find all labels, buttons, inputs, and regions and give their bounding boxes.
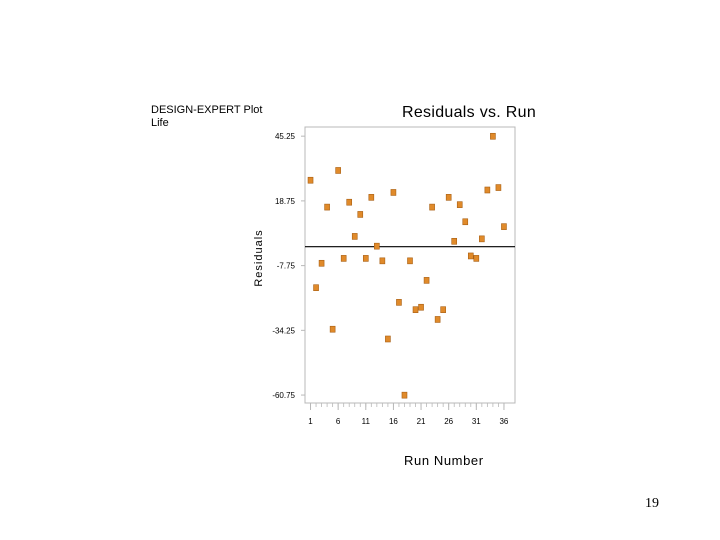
y-tick-label: 18.75 [275, 197, 296, 206]
data-point [456, 201, 463, 208]
data-point [401, 391, 408, 399]
page-number: 19 [645, 496, 659, 511]
x-tick-label: 26 [444, 417, 453, 426]
data-point [423, 277, 430, 284]
data-point [385, 335, 391, 343]
x-axis-label: Run Number [404, 453, 484, 468]
data-point [329, 325, 336, 333]
data-point [390, 189, 397, 196]
data-point [434, 316, 441, 323]
data-point [495, 184, 502, 191]
data-point [445, 194, 452, 201]
data-point [313, 284, 319, 292]
y-axis-label-group: Residuals [253, 229, 265, 286]
data-point [479, 235, 485, 243]
y-tick-label: -34.25 [272, 326, 295, 335]
data-point [362, 255, 369, 262]
x-tick-label: 16 [389, 417, 398, 426]
data-point [467, 252, 474, 260]
data-point [368, 194, 375, 201]
data-point [379, 257, 386, 265]
y-tick-label: -7.75 [277, 262, 296, 271]
x-tick-label: 6 [336, 417, 341, 426]
data-point [451, 237, 458, 245]
data-point [340, 255, 347, 262]
x-tick-label: 36 [499, 417, 508, 426]
y-axis-label-text: Residuals [253, 229, 265, 286]
data-point [396, 299, 402, 306]
y-axis-label: Residuals [253, 229, 265, 286]
data-point [324, 203, 330, 211]
data-point [357, 211, 364, 218]
data-point [374, 242, 380, 250]
x-tick-label: 1 [308, 417, 313, 426]
data-point [501, 223, 507, 230]
x-tick-label: 31 [472, 417, 481, 426]
data-point [484, 186, 491, 194]
plot-header-line1: DESIGN-EXPERT Plot [151, 104, 263, 116]
data-point [318, 259, 325, 267]
data-point [418, 303, 424, 311]
points-group [307, 132, 507, 399]
x-tick-label: 21 [417, 417, 426, 426]
data-point [429, 203, 435, 211]
y-tick-label: 45.25 [275, 132, 296, 141]
data-point [346, 198, 353, 206]
y-tick-label: -60.75 [272, 391, 295, 400]
data-point [335, 167, 341, 174]
data-point [490, 132, 496, 140]
data-point [412, 306, 419, 313]
data-point [440, 306, 446, 313]
plot-header: DESIGN-EXPERT Plot Life [151, 104, 262, 130]
data-point [407, 257, 413, 265]
data-point [351, 233, 358, 240]
chart-title: Residuals vs. Run [402, 104, 537, 121]
x-tick-label: 11 [362, 417, 371, 426]
data-point [462, 218, 469, 226]
plot-header-line2: Life [151, 117, 169, 129]
data-point [307, 176, 314, 184]
data-point [473, 255, 480, 262]
